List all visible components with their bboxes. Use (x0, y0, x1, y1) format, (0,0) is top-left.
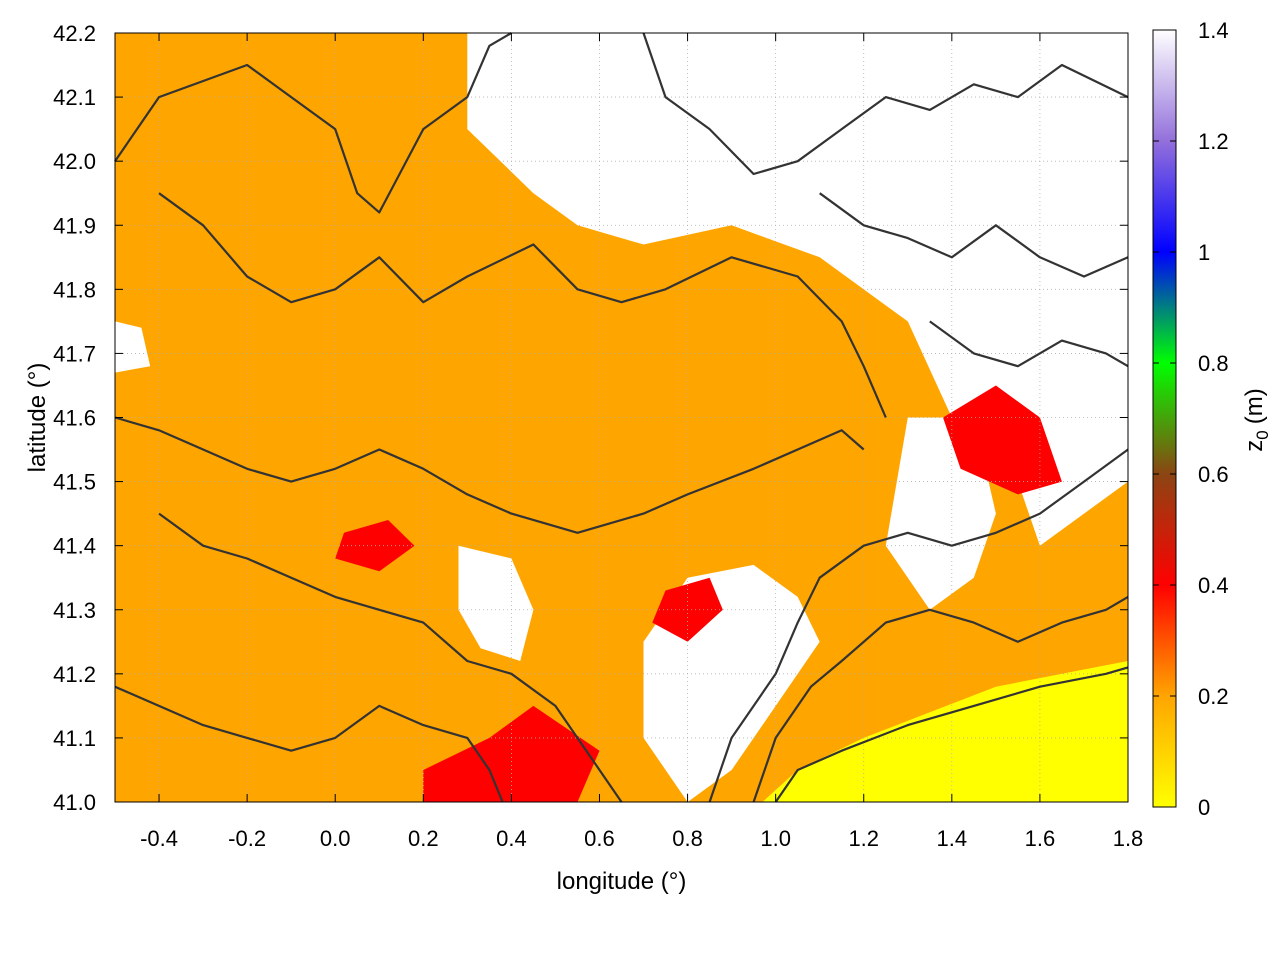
x-tick-label: 0.6 (584, 826, 615, 851)
y-tick-label: 41.5 (53, 470, 96, 495)
y-axis-ticks: 41.0 41.1 41.2 41.3 41.4 41.5 41.6 41.7 41.8 41.9… (53, 21, 1128, 815)
y-tick-label: 41.9 (53, 213, 96, 238)
contour-line (114, 32, 512, 214)
x-tick-label: 1.4 (937, 826, 968, 851)
roughness-regions (115, 33, 1128, 802)
contour-line (114, 416, 865, 534)
y-tick-label: 41.8 (53, 277, 96, 302)
x-tick-label: 1.6 (1025, 826, 1056, 851)
x-axis-title: longitude (°) (557, 868, 687, 895)
plot-area (114, 32, 1129, 803)
contour-line (752, 595, 1129, 803)
y-tick-label: 42.0 (53, 149, 96, 174)
colorbar-tick-label: 0.6 (1198, 462, 1229, 487)
colorbar-tick-label: 1.2 (1198, 129, 1229, 154)
colorbar-tick-label: 0.8 (1198, 351, 1229, 376)
x-tick-label: 1.2 (848, 826, 879, 851)
contour-line (158, 192, 887, 418)
colorbar-tick-label: 1 (1198, 240, 1210, 265)
contour-line (929, 320, 1129, 368)
contour-line (708, 448, 1129, 803)
x-tick-label: -0.2 (228, 826, 266, 851)
colorbar-tick-label: 0 (1198, 795, 1210, 820)
colorbar-tick-label: 0.4 (1198, 573, 1229, 598)
region-polygon (762, 661, 1128, 802)
colorbar-ticks: 0 0.2 0.4 0.6 0.8 1 1.2 1.4 (1153, 18, 1229, 820)
y-tick-label: 41.0 (53, 790, 96, 815)
region-polygon (943, 385, 1062, 495)
y-tick-label: 41.6 (53, 406, 96, 431)
x-tick-label: 0.8 (672, 826, 703, 851)
y-tick-label: 41.2 (53, 662, 96, 687)
colorbar-tick-label: 1.4 (1198, 18, 1229, 43)
x-axis-ticks: -0.4 -0.2 0.0 0.2 0.4 0.6 0.8 1.0 1.2 1.4 1.6 1.8 (140, 33, 1143, 851)
colorbar: 00.20.40.60.811.21.4 z0(m) (1152, 18, 1272, 820)
colorbar-gradient (1152, 29, 1177, 808)
x-tick-label: 0.0 (320, 826, 351, 851)
x-tick-label: 0.2 (408, 826, 439, 851)
colorbar-tick-label: 0.2 (1198, 684, 1229, 709)
y-tick-label: 42.2 (53, 21, 96, 46)
x-tick-label: 1.8 (1113, 826, 1144, 851)
contour-line (819, 192, 1129, 278)
y-tick-label: 42.1 (53, 85, 96, 110)
contour-line (158, 512, 623, 803)
contour-line (774, 666, 1129, 803)
region-polygon (458, 545, 534, 661)
x-tick-label: 1.0 (760, 826, 791, 851)
y-axis-title: latitude (°) (24, 363, 51, 473)
x-tick-label: -0.4 (140, 826, 178, 851)
y-tick-label: 41.4 (53, 534, 96, 559)
elevation-contours (114, 32, 1129, 803)
colorbar-title: z0 (m) (1241, 388, 1272, 451)
y-tick-label: 41.1 (53, 726, 96, 751)
y-tick-label: 41.7 (53, 341, 96, 366)
colorbar-title-subscript: 0 (1253, 430, 1272, 439)
colorbar-title-unit: (m) (1241, 388, 1268, 424)
contour-line (642, 32, 1129, 176)
region-polygon (335, 520, 415, 572)
x-tick-label: 0.4 (496, 826, 527, 851)
colorbar-title-symbol: z (1241, 440, 1268, 452)
contour-line (114, 685, 504, 803)
region-polygon (115, 321, 151, 373)
y-tick-label: 41.3 (53, 598, 96, 623)
